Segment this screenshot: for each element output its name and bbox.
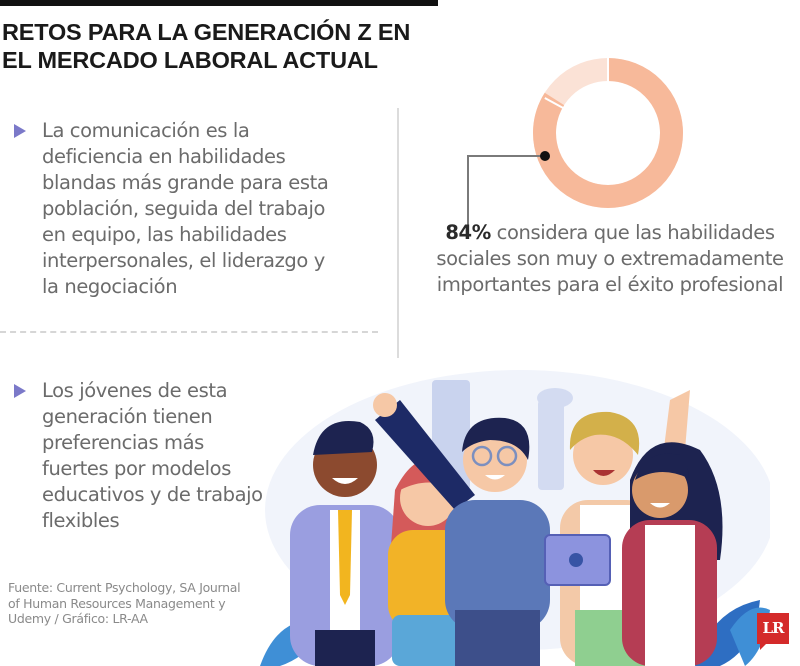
page-title: RETOS PARA LA GENERACIÓN Z EN EL MERCADO… <box>2 18 442 74</box>
bullet-text: Los jóvenes de esta generación tienen pr… <box>42 379 263 532</box>
top-rule <box>0 0 438 6</box>
stat-value: 84% <box>445 221 491 244</box>
leader-line-vertical <box>467 155 469 230</box>
bullet-flexible-models: Los jóvenes de esta generación tienen pr… <box>14 378 264 534</box>
vertical-divider <box>397 108 399 358</box>
triangle-bullet-icon <box>14 124 26 138</box>
title-line-2: EL MERCADO LABORAL ACTUAL <box>2 47 378 73</box>
stat-caption: 84% considera que las habilidades social… <box>430 220 790 298</box>
leader-line-horizontal <box>467 155 545 157</box>
stat-text: considera que las habilidades sociales s… <box>436 221 784 296</box>
lr-logo: LR <box>757 613 789 650</box>
group-illustration <box>260 370 770 666</box>
donut-chart <box>533 58 683 208</box>
leader-dot <box>540 151 550 161</box>
title-line-1: RETOS PARA LA GENERACIÓN Z EN <box>2 19 411 45</box>
triangle-bullet-icon <box>14 384 26 398</box>
source-note: Fuente: Current Psychology, SA Journal o… <box>8 580 241 626</box>
dashed-divider <box>0 331 378 333</box>
bullet-communication: La comunicación es la deficiencia en hab… <box>14 118 344 300</box>
bullet-text: La comunicación es la deficiencia en hab… <box>42 119 329 298</box>
